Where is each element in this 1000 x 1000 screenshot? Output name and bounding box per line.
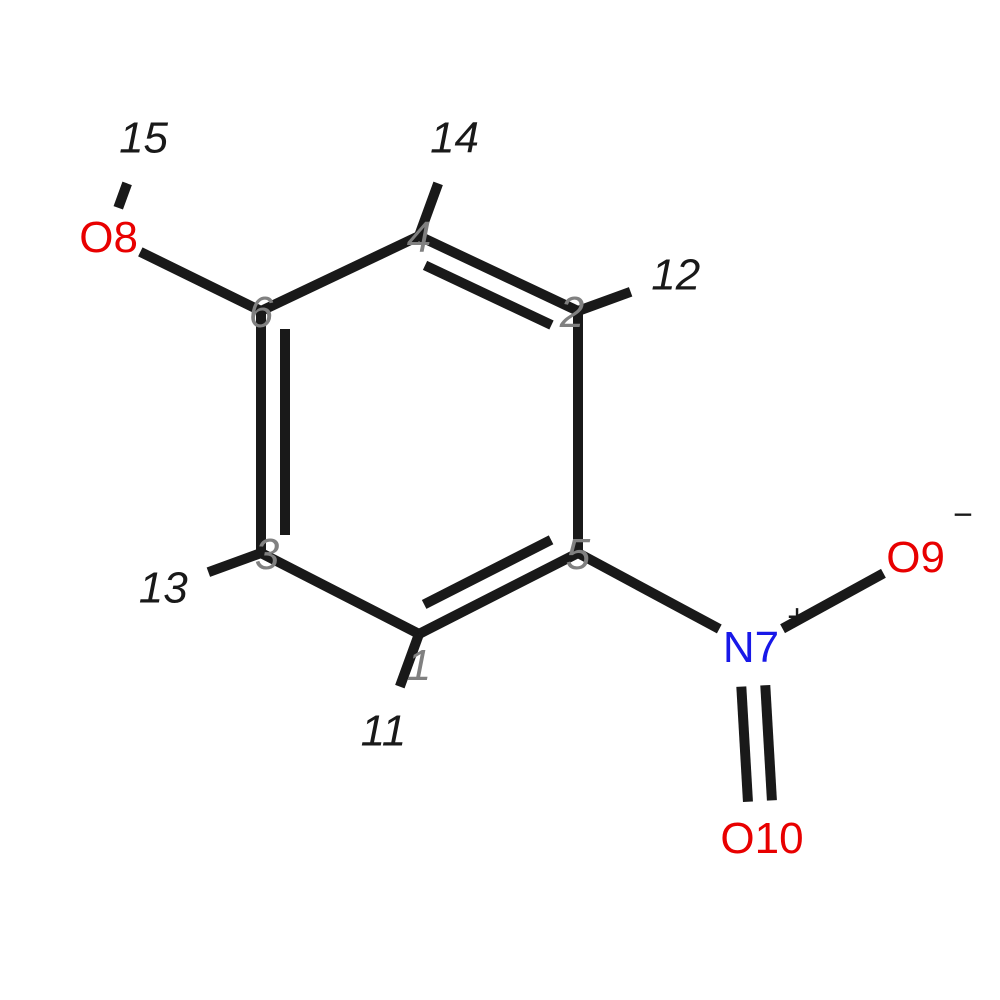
bond-C6-C4: [261, 236, 419, 311]
molecule-diagram: 1112131415123456O8N7O9O10+−: [0, 0, 1000, 1000]
c-index-6: 6: [249, 288, 274, 337]
h-index-12: 12: [651, 250, 700, 299]
stub-13: [208, 553, 261, 572]
stub-12: [578, 292, 631, 311]
h-index-11: 11: [361, 707, 407, 756]
c-index-2: 2: [559, 288, 584, 337]
c-index-4: 4: [407, 213, 431, 262]
bond-N7-O10: [765, 685, 772, 800]
atom-label-O10: O10: [720, 814, 803, 863]
bond-C6-O8: [140, 252, 261, 311]
stub-15: [118, 183, 127, 207]
charge-O9: −: [953, 496, 973, 534]
atom-label-N7: N7: [723, 623, 779, 672]
atom-label-O9: O9: [886, 533, 945, 582]
h-index-15: 15: [119, 113, 168, 162]
c-index-5: 5: [566, 530, 591, 579]
bond-N7-O10: [741, 687, 748, 802]
charge-N7: +: [787, 598, 807, 636]
bond-C1-C3: [261, 553, 419, 634]
c-index-1: 1: [407, 641, 431, 690]
atom-label-O8: O8: [79, 213, 138, 262]
h-index-13: 13: [139, 564, 188, 613]
bond-C4-C2: [425, 265, 551, 325]
c-index-3: 3: [255, 530, 280, 579]
bond-C5-N7: [578, 553, 719, 629]
h-index-14: 14: [430, 113, 479, 162]
